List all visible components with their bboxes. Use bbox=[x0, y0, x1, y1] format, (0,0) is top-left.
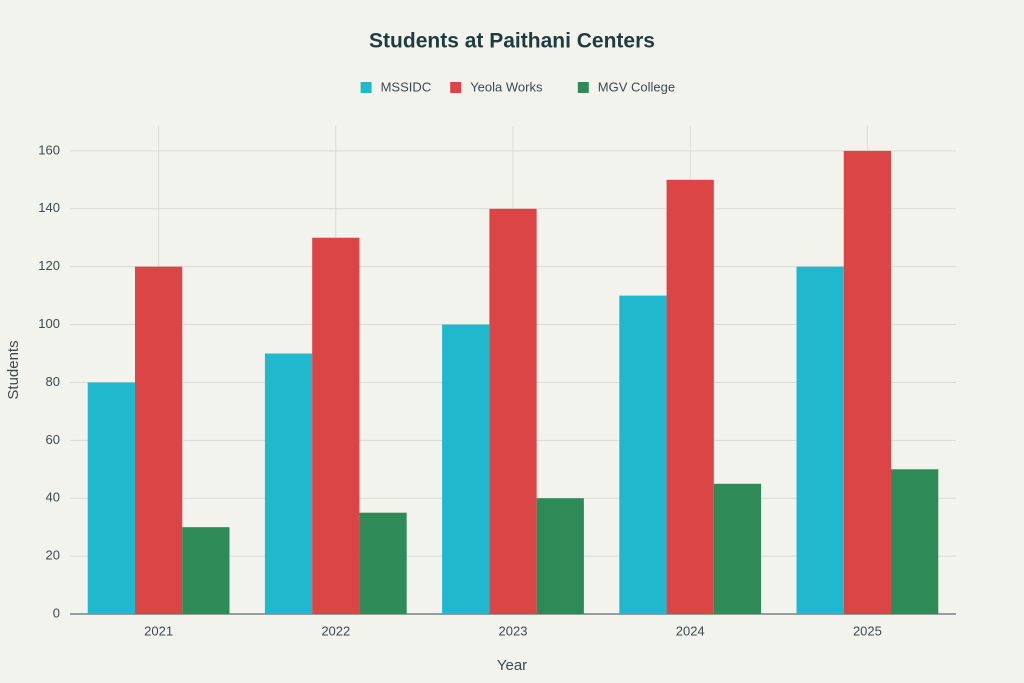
bar bbox=[713, 483, 762, 614]
chart-title: Students at Paithani Centers bbox=[369, 30, 655, 53]
bar bbox=[442, 324, 490, 614]
bar bbox=[489, 208, 537, 614]
x-tick-label: 2021 bbox=[144, 623, 173, 638]
x-axis-label: Year bbox=[497, 657, 527, 674]
bar bbox=[134, 266, 183, 614]
x-tick-label: 2025 bbox=[853, 623, 882, 638]
x-tick-label: 2022 bbox=[321, 623, 350, 638]
legend-swatch bbox=[577, 82, 589, 93]
bar bbox=[619, 295, 667, 614]
y-tick-label: 20 bbox=[46, 548, 60, 563]
bar bbox=[359, 512, 407, 614]
legend-swatch bbox=[450, 82, 462, 93]
bar bbox=[796, 266, 844, 614]
legend-label: Yeola Works bbox=[470, 79, 543, 94]
legend-label: MSSIDC bbox=[381, 79, 432, 94]
bar bbox=[891, 469, 939, 614]
y-tick-label: 160 bbox=[38, 142, 60, 157]
x-tick-label: 2024 bbox=[676, 623, 705, 638]
y-tick-label: 0 bbox=[53, 605, 60, 620]
y-tick-label: 140 bbox=[38, 200, 60, 215]
x-tick-label: 2023 bbox=[499, 623, 528, 638]
y-tick-label: 40 bbox=[46, 490, 60, 505]
legend-swatch bbox=[360, 82, 372, 93]
legend-label: MGV College bbox=[598, 79, 675, 94]
bar bbox=[666, 179, 714, 614]
bar bbox=[87, 382, 135, 614]
y-tick-label: 80 bbox=[46, 374, 60, 389]
bar bbox=[312, 237, 360, 614]
y-axis-label: Students bbox=[5, 340, 22, 399]
bar bbox=[843, 150, 892, 614]
bar bbox=[182, 527, 230, 614]
bar bbox=[264, 353, 313, 614]
y-tick-label: 100 bbox=[38, 316, 60, 331]
bar bbox=[536, 498, 584, 614]
y-tick-label: 60 bbox=[46, 432, 60, 447]
y-tick-label: 120 bbox=[38, 258, 60, 273]
